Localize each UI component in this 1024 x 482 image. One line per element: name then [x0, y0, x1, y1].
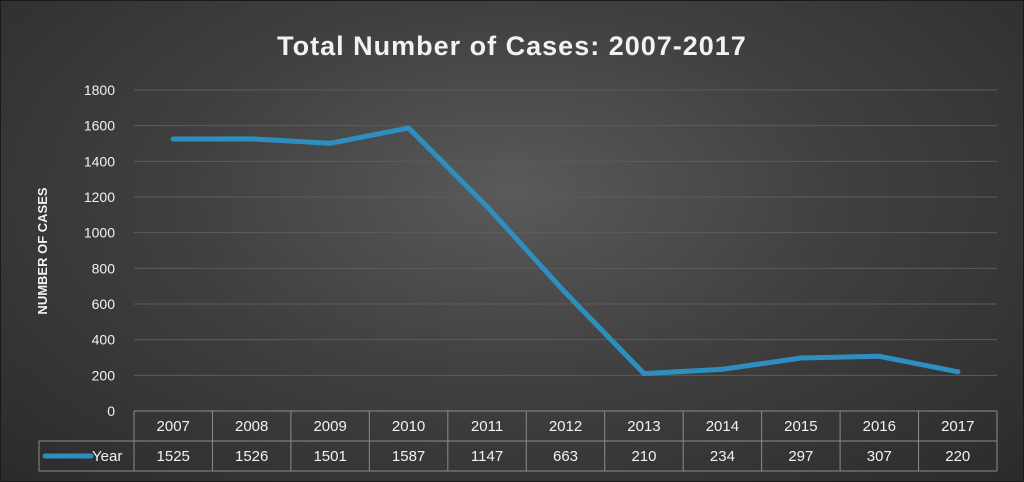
y-tick-label: 1000	[84, 225, 115, 241]
series-line-year	[170, 125, 961, 377]
data-point	[798, 355, 804, 361]
x-tick-label: 2012	[549, 418, 582, 435]
data-table-value: 297	[788, 448, 813, 465]
data-table: 2007 2008 2009 2010 2011 2012 2013 2014 2015 2016…	[38, 410, 998, 472]
gridlines	[134, 89, 997, 376]
x-tick-label: 2007	[157, 418, 190, 435]
data-table-value: 1526	[235, 448, 268, 465]
x-tick-label: 2014	[706, 418, 739, 435]
data-point	[563, 290, 568, 296]
x-tick-label: 2017	[941, 418, 974, 435]
y-tick-label: 1200	[84, 189, 115, 205]
data-point	[170, 136, 176, 142]
y-tick-label: 1400	[84, 153, 115, 169]
data-table-value: 220	[945, 448, 970, 465]
y-tick-label: 1600	[84, 118, 115, 134]
x-tick-label: 2008	[235, 418, 268, 435]
data-table-value: 307	[867, 448, 892, 465]
y-tick-label: 600	[92, 296, 116, 312]
legend-label: Year	[92, 448, 122, 465]
data-point	[719, 366, 725, 372]
data-point	[327, 140, 333, 146]
x-tick-label: 2009	[313, 418, 346, 435]
series-lines	[170, 125, 961, 377]
data-point	[249, 136, 255, 142]
data-point	[406, 125, 412, 131]
data-point	[955, 369, 961, 375]
data-table-value: 1501	[313, 448, 346, 465]
y-tick-label: 400	[92, 332, 116, 348]
y-axis-ticks: 0 200 400 600 800 1000 1200 1400 1600 1800	[84, 82, 115, 419]
x-tick-label: 2011	[471, 418, 503, 435]
data-table-value: 663	[553, 448, 578, 465]
y-tick-label: 200	[92, 367, 116, 383]
data-point	[641, 371, 647, 377]
x-tick-label: 2015	[784, 418, 817, 435]
data-table-value: 210	[631, 448, 656, 465]
data-table-value: 234	[710, 448, 735, 465]
x-tick-label: 2010	[392, 418, 425, 435]
x-tick-label: 2016	[863, 418, 896, 435]
chart-title: Total Number of Cases: 2007-2017	[277, 31, 747, 61]
data-table-value: 1147	[471, 448, 503, 465]
y-tick-label: 1800	[84, 82, 115, 98]
data-table-value: 1587	[392, 448, 425, 465]
data-point	[484, 203, 490, 209]
y-tick-label: 800	[92, 260, 116, 276]
y-axis-label: NUMBER OF CASES	[35, 187, 50, 314]
data-table-value: 1525	[157, 448, 190, 465]
data-point	[876, 353, 882, 359]
x-tick-label: 2013	[627, 418, 660, 435]
y-tick-label: 0	[107, 403, 115, 419]
